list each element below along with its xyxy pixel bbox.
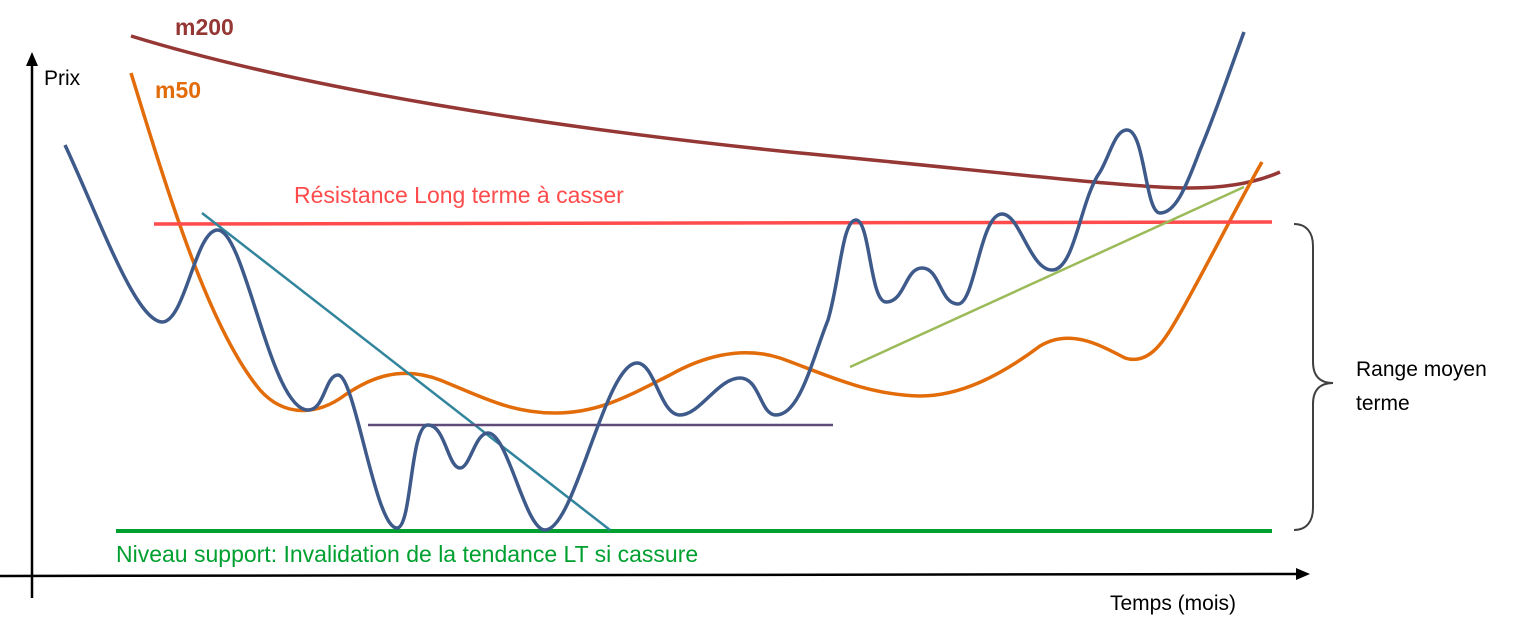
resistance-label: Résistance Long terme à casser [294, 182, 624, 208]
x-axis-line [0, 572, 1299, 578]
range-label-line1: Range moyen [1356, 358, 1487, 381]
resistance-line [153, 220, 1273, 226]
y-axis-arrowhead [26, 52, 38, 66]
axes [0, 52, 1310, 598]
m200-curve [130, 34, 1281, 190]
uptrend-line [849, 185, 1245, 369]
m50-curve [129, 72, 1264, 415]
m200-label: m200 [175, 14, 234, 40]
range-label-line2: terme [1356, 392, 1410, 415]
range-brace [1293, 223, 1334, 531]
support-label: Niveau support: Invalidation de la tenda… [116, 541, 698, 567]
x-axis-arrowhead [1296, 568, 1310, 580]
y-axis-label: Prix [44, 67, 81, 90]
downtrend-line [201, 212, 611, 531]
m50-label: m50 [155, 77, 201, 103]
price-curve [63, 31, 1246, 532]
x-axis-label: Temps (mois) [1110, 592, 1236, 615]
